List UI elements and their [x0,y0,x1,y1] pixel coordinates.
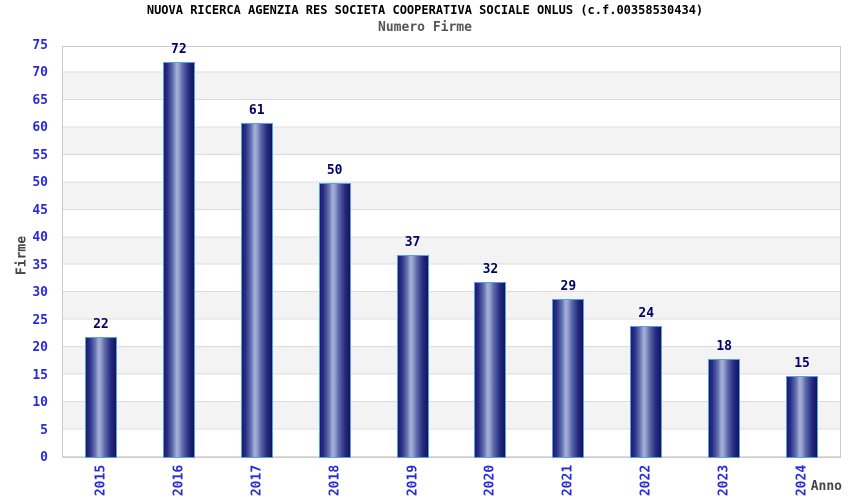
y-tick-label: 15 [32,367,48,383]
bar-value-label: 72 [171,42,187,58]
x-tick-label: 2024 [794,464,810,497]
bar-2023 [708,359,741,458]
x-tick-label: 2015 [93,464,109,497]
bar-2017 [240,122,273,458]
bar-2015 [84,337,117,458]
y-tick-label: 60 [32,120,48,136]
y-tick-label: 50 [32,175,48,191]
bar-value-label: 32 [482,262,499,278]
y-tick-label: 5 [40,422,48,438]
bar-value-label: 50 [326,163,343,179]
y-tick-label: 70 [32,65,48,81]
y-tick-label: 30 [32,285,48,301]
bar-value-label: 18 [716,339,732,355]
x-axis-label: Anno [810,479,842,494]
bar-2022 [630,326,663,458]
bar-value-label: 37 [404,234,421,250]
bar-value-label: 24 [638,306,655,322]
y-tick-label: 55 [32,147,48,163]
x-tick-label: 2017 [249,464,265,497]
y-tick-label: 20 [32,340,48,356]
bar-2024 [786,375,819,458]
bar-value-label: 22 [93,317,109,333]
x-tick-label: 2018 [327,464,343,497]
y-tick-label: 35 [32,257,48,273]
y-tick-label: 65 [32,92,48,108]
bar-2016 [162,62,195,458]
y-tick-label: 25 [32,312,48,328]
chart-title: NUOVA RICERCA AGENZIA RES SOCIETA COOPER… [146,3,704,17]
bar-value-label: 15 [794,355,810,371]
x-tick-label: 2022 [638,464,654,497]
y-tick-label: 45 [32,202,48,218]
bar-2018 [318,183,351,458]
bar-value-label: 61 [248,102,265,118]
chart-subtitle: Numero Firme [378,20,472,35]
y-tick-label: 40 [32,230,48,246]
x-tick-label: 2016 [171,464,187,497]
x-tick-label: 2021 [560,464,576,497]
y-tick-label: 0 [40,450,48,465]
bar-2020 [474,282,507,458]
bar-value-label: 29 [560,278,577,294]
y-tick-label: 10 [32,395,48,411]
x-tick-label: 2023 [716,464,732,497]
y-tick-label: 75 [32,38,48,53]
bar-2019 [396,254,429,458]
x-tick-label: 2020 [482,464,498,497]
x-tick-label: 2019 [405,464,421,497]
bar-2021 [552,298,585,458]
